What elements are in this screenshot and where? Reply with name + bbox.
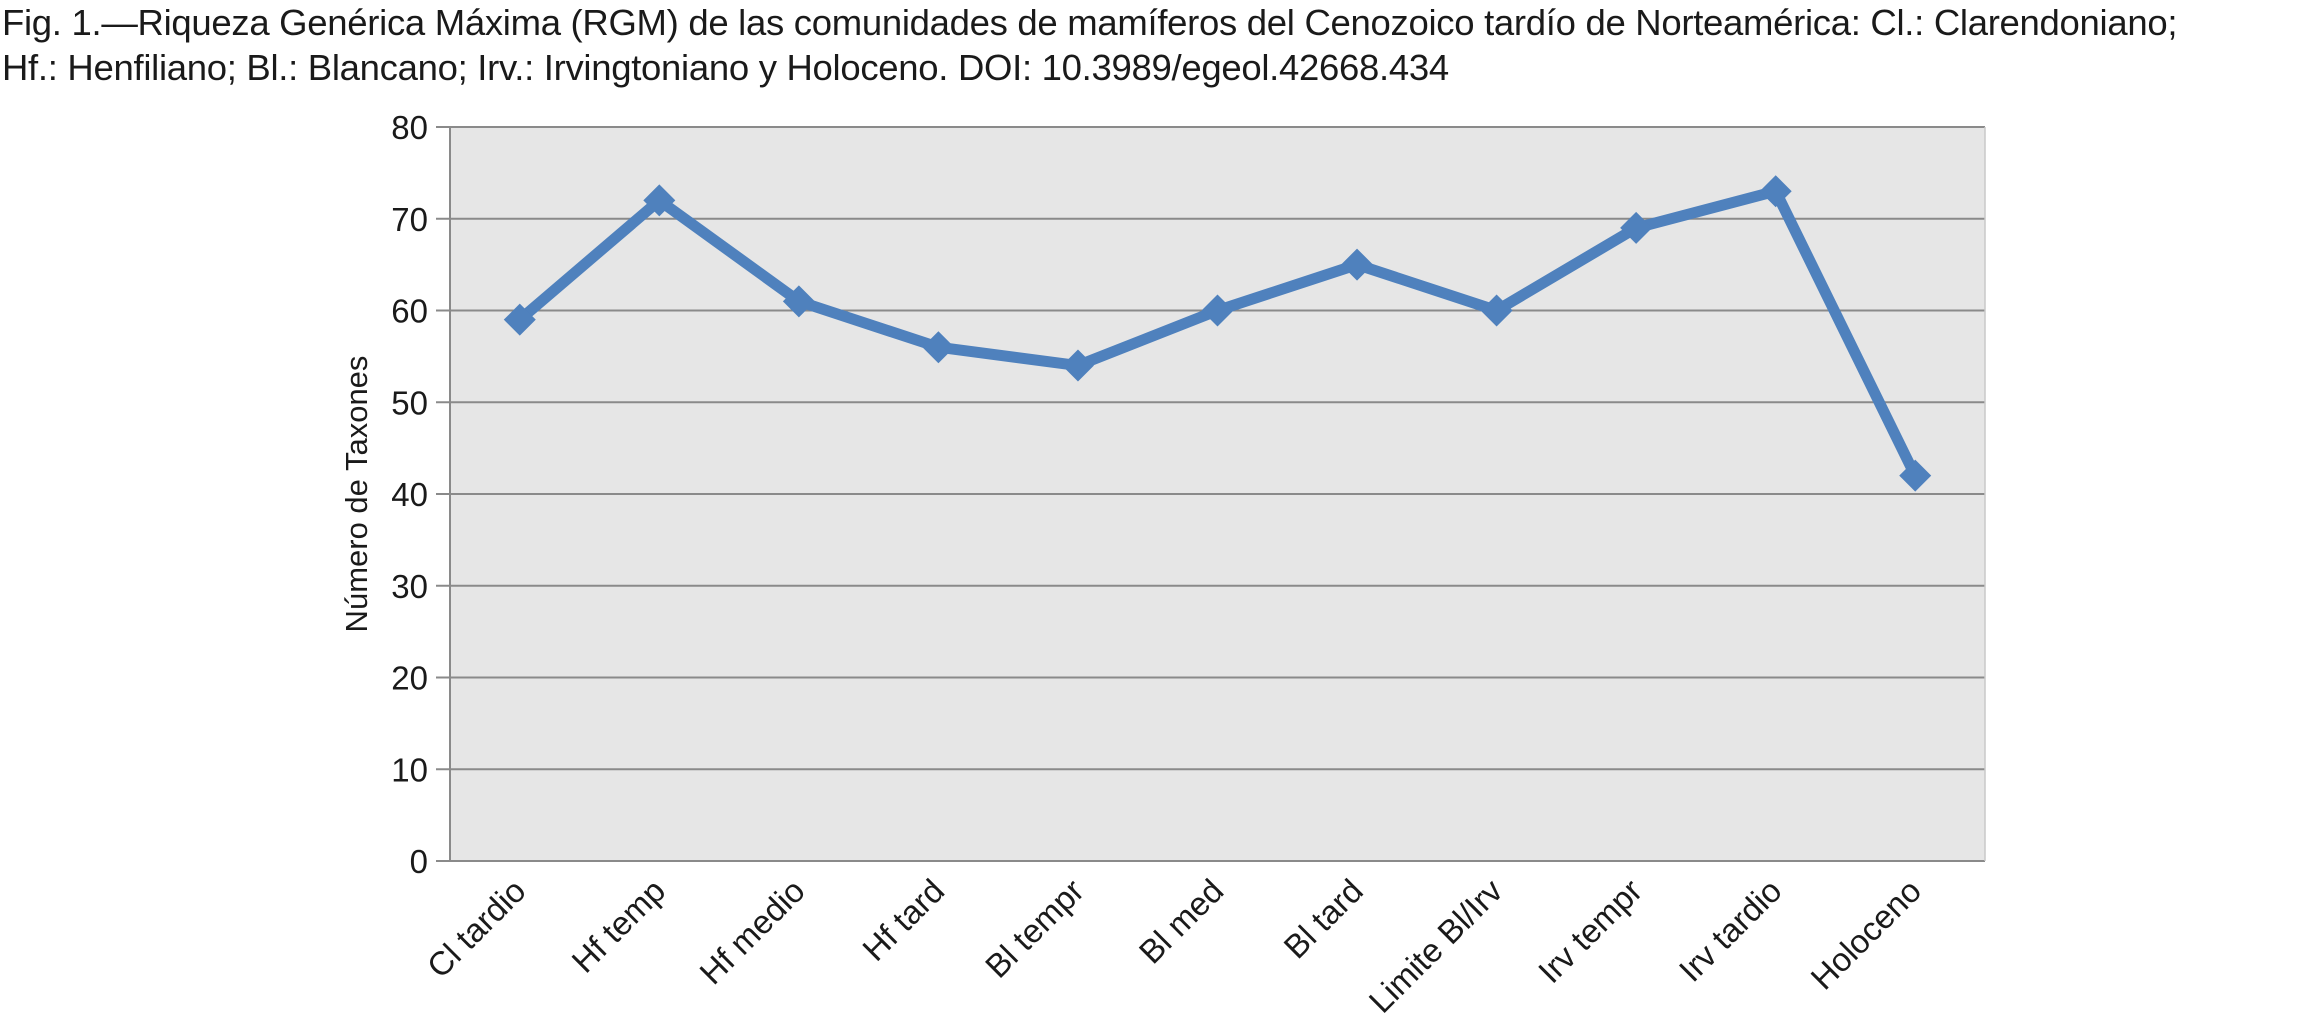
y-tick-label: 20	[391, 660, 428, 697]
x-tick-label: Hf medio	[692, 872, 812, 992]
data-point	[1759, 175, 1792, 208]
x-tick-label: Hf temp	[564, 872, 672, 980]
data-point	[1620, 211, 1653, 244]
x-axis-ticks: Cl tardio Hf temp Hf medio Hf tard Bl tempr B…	[420, 871, 1929, 1019]
data-point	[1899, 459, 1932, 492]
y-tick-label: 10	[391, 751, 428, 788]
data-point	[1061, 349, 1094, 382]
data-markers	[503, 175, 1932, 492]
y-axis-ticks: 0 10 20 30 40 50 60 70 80	[391, 109, 450, 880]
x-tick-label: Bl med	[1132, 872, 1231, 971]
y-tick-label: 50	[391, 384, 428, 421]
x-tick-label: Limite Bl/Irv	[1361, 871, 1509, 1019]
x-tick-label: Irv tardio	[1672, 872, 1789, 989]
y-tick-label: 60	[391, 293, 428, 330]
y-tick-label: 30	[391, 568, 428, 605]
axes	[449, 127, 1986, 862]
data-point	[643, 184, 676, 217]
data-point	[1201, 294, 1234, 327]
y-tick-label: 40	[391, 476, 428, 513]
x-tick-label: Bl tempr	[978, 872, 1091, 985]
data-point	[782, 285, 815, 318]
x-tick-label: Cl tardio	[420, 872, 533, 985]
caption-line-1: Fig. 1.—Riqueza Genérica Máxima (RGM) de…	[2, 2, 2178, 43]
data-point	[922, 331, 955, 364]
caption-line-2: Hf.: Henfiliano; Bl.: Blancano; Irv.: Ir…	[2, 47, 1449, 88]
data-point	[1480, 294, 1513, 327]
figure-caption: Fig. 1.—Riqueza Genérica Máxima (RGM) de…	[2, 0, 2322, 90]
x-tick-label: Holoceno	[1803, 872, 1928, 997]
x-tick-label: Irv tempr	[1531, 872, 1649, 990]
x-tick-label: Hf tard	[855, 872, 951, 968]
data-point	[1341, 248, 1374, 281]
y-tick-label: 80	[391, 109, 428, 146]
y-tick-label: 70	[391, 201, 428, 238]
x-tick-label: Bl tard	[1276, 872, 1370, 966]
gridlines	[450, 126, 1985, 771]
y-tick-label: 0	[410, 843, 428, 880]
data-point	[503, 303, 536, 336]
y-axis-label: Número de Taxones	[339, 356, 374, 633]
